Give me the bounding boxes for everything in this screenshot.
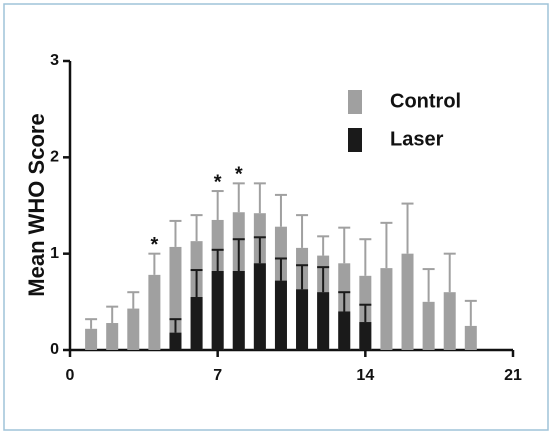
bar [274,280,287,350]
bar [296,289,309,350]
bar [317,292,330,350]
y-tick-label: 0 [50,341,59,358]
x-tick-label: 7 [213,367,222,384]
bar [85,328,98,350]
bar [359,322,372,350]
bar [169,332,182,350]
legend-label: Laser [390,128,444,150]
y-tick-label: 2 [50,149,59,166]
legend-swatch [348,90,362,114]
x-tick-label: 21 [504,367,522,384]
bar [464,325,477,350]
bar [211,271,224,350]
x-tick-label: 14 [356,367,374,384]
bar [338,311,351,350]
bar [422,301,435,350]
bar [127,308,140,350]
bar [401,253,414,350]
y-axis-label: Mean WHO Score [24,113,49,296]
x-tick-label: 0 [66,367,75,384]
bar [253,263,266,350]
bar [380,268,393,350]
annotation: * [150,234,158,256]
y-tick-label: 1 [50,245,59,262]
bar [148,274,161,350]
bar [169,246,182,350]
legend-label: Control [390,90,461,112]
bar [190,297,203,350]
bar [106,323,119,350]
bar [443,292,456,350]
frame [3,3,549,431]
legend-swatch [348,128,362,152]
y-tick-label: 3 [50,52,59,69]
bar [232,271,245,350]
annotation: * [235,164,243,186]
annotation: * [214,171,222,193]
